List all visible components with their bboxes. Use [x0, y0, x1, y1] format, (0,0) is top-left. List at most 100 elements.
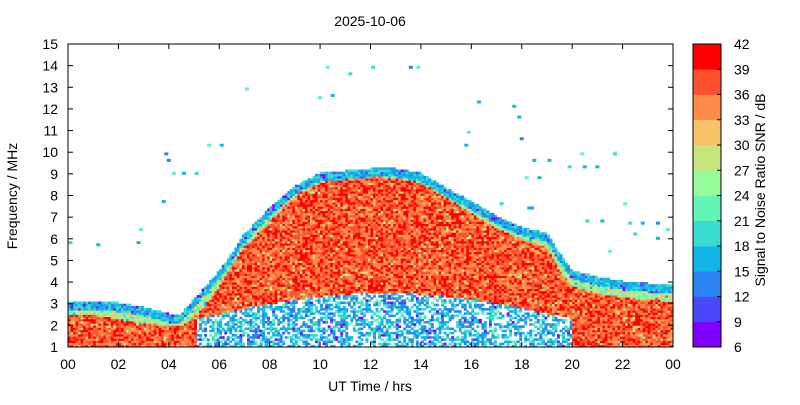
heatmap-cell: [292, 308, 296, 311]
heatmap-cell: [262, 312, 266, 315]
heatmap-cell: [362, 217, 366, 220]
heatmap-cell: [194, 331, 197, 335]
heatmap-cell: [68, 327, 71, 331]
heatmap-cell: [317, 234, 321, 238]
heatmap-cell: [113, 318, 117, 322]
heatmap-cell: [252, 266, 255, 270]
heatmap-cell: [249, 238, 253, 242]
heatmap-cell: [373, 342, 376, 346]
heatmap-cell: [325, 338, 329, 341]
heatmap-cell: [350, 288, 354, 292]
heatmap-cell: [226, 301, 230, 305]
heatmap-cell: [327, 230, 331, 233]
heatmap-cell: [128, 310, 132, 313]
heatmap-cell: [365, 180, 369, 183]
heatmap-cell: [307, 243, 311, 246]
heatmap-cell: [239, 279, 243, 283]
heatmap-cell: [196, 312, 200, 315]
heatmap-cell: [297, 234, 301, 238]
heatmap-cell: [201, 290, 205, 294]
heatmap-cell: [272, 223, 276, 227]
heatmap-cell: [355, 262, 359, 266]
heatmap-cell: [236, 325, 240, 328]
heatmap-cell: [272, 282, 276, 285]
heatmap-cell: [272, 264, 276, 268]
heatmap-cell: [335, 240, 339, 244]
heatmap-cell: [370, 230, 374, 233]
heatmap-cell: [108, 331, 112, 335]
heatmap-cell: [330, 329, 334, 333]
heatmap-cell: [337, 295, 341, 298]
heatmap-cell: [352, 221, 356, 225]
heatmap-cell: [249, 279, 253, 283]
heatmap-cell: [125, 334, 129, 337]
heatmap-cell: [292, 288, 296, 292]
heatmap-cell: [141, 325, 145, 328]
heatmap-cell: [347, 295, 351, 298]
heatmap-cell: [246, 301, 250, 305]
heatmap-cell: [269, 208, 273, 212]
heatmap-cell: [332, 256, 336, 259]
heatmap-cell: [125, 331, 129, 335]
heatmap-cell: [68, 338, 71, 341]
heatmap-cell: [347, 184, 351, 188]
heatmap-cell: [269, 240, 273, 244]
heatmap-cell: [219, 269, 223, 272]
heatmap-cell: [347, 260, 351, 263]
heatmap-cell: [337, 182, 341, 186]
heatmap-cell: [83, 310, 87, 313]
heatmap-cell: [310, 212, 313, 216]
heatmap-cell: [234, 344, 238, 348]
heatmap-cell: [252, 290, 255, 294]
heatmap-cell: [320, 288, 323, 292]
heatmap-cell: [274, 275, 278, 279]
heatmap-cell: [299, 201, 303, 205]
heatmap-cell: [367, 271, 371, 274]
heatmap-cell: [302, 225, 306, 229]
heatmap-cell: [156, 342, 160, 346]
heatmap-cell: [302, 251, 306, 255]
heatmap-cell: [322, 301, 326, 305]
heatmap-cell: [115, 321, 119, 324]
heatmap-cell: [337, 279, 341, 283]
heatmap-cell: [201, 329, 205, 333]
heatmap-cell: [68, 329, 71, 333]
heatmap-cell: [262, 277, 266, 281]
heatmap-cell: [103, 336, 107, 339]
heatmap-cell: [327, 269, 331, 272]
heatmap-cell: [289, 221, 293, 225]
heatmap-cell: [289, 301, 293, 305]
heatmap-cell: [234, 301, 238, 305]
heatmap-cell: [138, 316, 142, 320]
heatmap-cell: [342, 212, 346, 216]
heatmap-cell: [330, 230, 334, 233]
heatmap-cell: [216, 323, 220, 326]
heatmap-cell: [375, 184, 379, 188]
heatmap-cell: [342, 279, 346, 283]
heatmap-cell: [168, 338, 172, 341]
heatmap-cell: [85, 323, 89, 326]
heatmap-cell: [335, 223, 339, 227]
heatmap-cell: [312, 214, 316, 218]
heatmap-cell: [292, 223, 296, 227]
heatmap-cell: [277, 271, 281, 274]
heatmap-cell: [294, 323, 298, 326]
heatmap-cell: [234, 295, 238, 298]
heatmap-cell: [294, 195, 298, 199]
heatmap-cell: [178, 334, 182, 337]
heatmap-cell: [360, 201, 364, 205]
heatmap-cell: [277, 288, 281, 292]
heatmap-cell: [277, 344, 281, 348]
heatmap-cell: [90, 334, 94, 337]
heatmap-cell: [83, 303, 87, 307]
heatmap-cell: [209, 310, 213, 313]
heatmap-cell: [375, 173, 379, 177]
heatmap-cell: [282, 225, 286, 229]
heatmap-cell: [269, 253, 273, 257]
heatmap-cell: [362, 290, 366, 294]
heatmap-cell: [186, 325, 190, 328]
heatmap-cell: [375, 193, 379, 196]
heatmap-cell: [262, 266, 266, 270]
heatmap-cell: [282, 286, 286, 289]
heatmap-cell: [131, 321, 134, 324]
